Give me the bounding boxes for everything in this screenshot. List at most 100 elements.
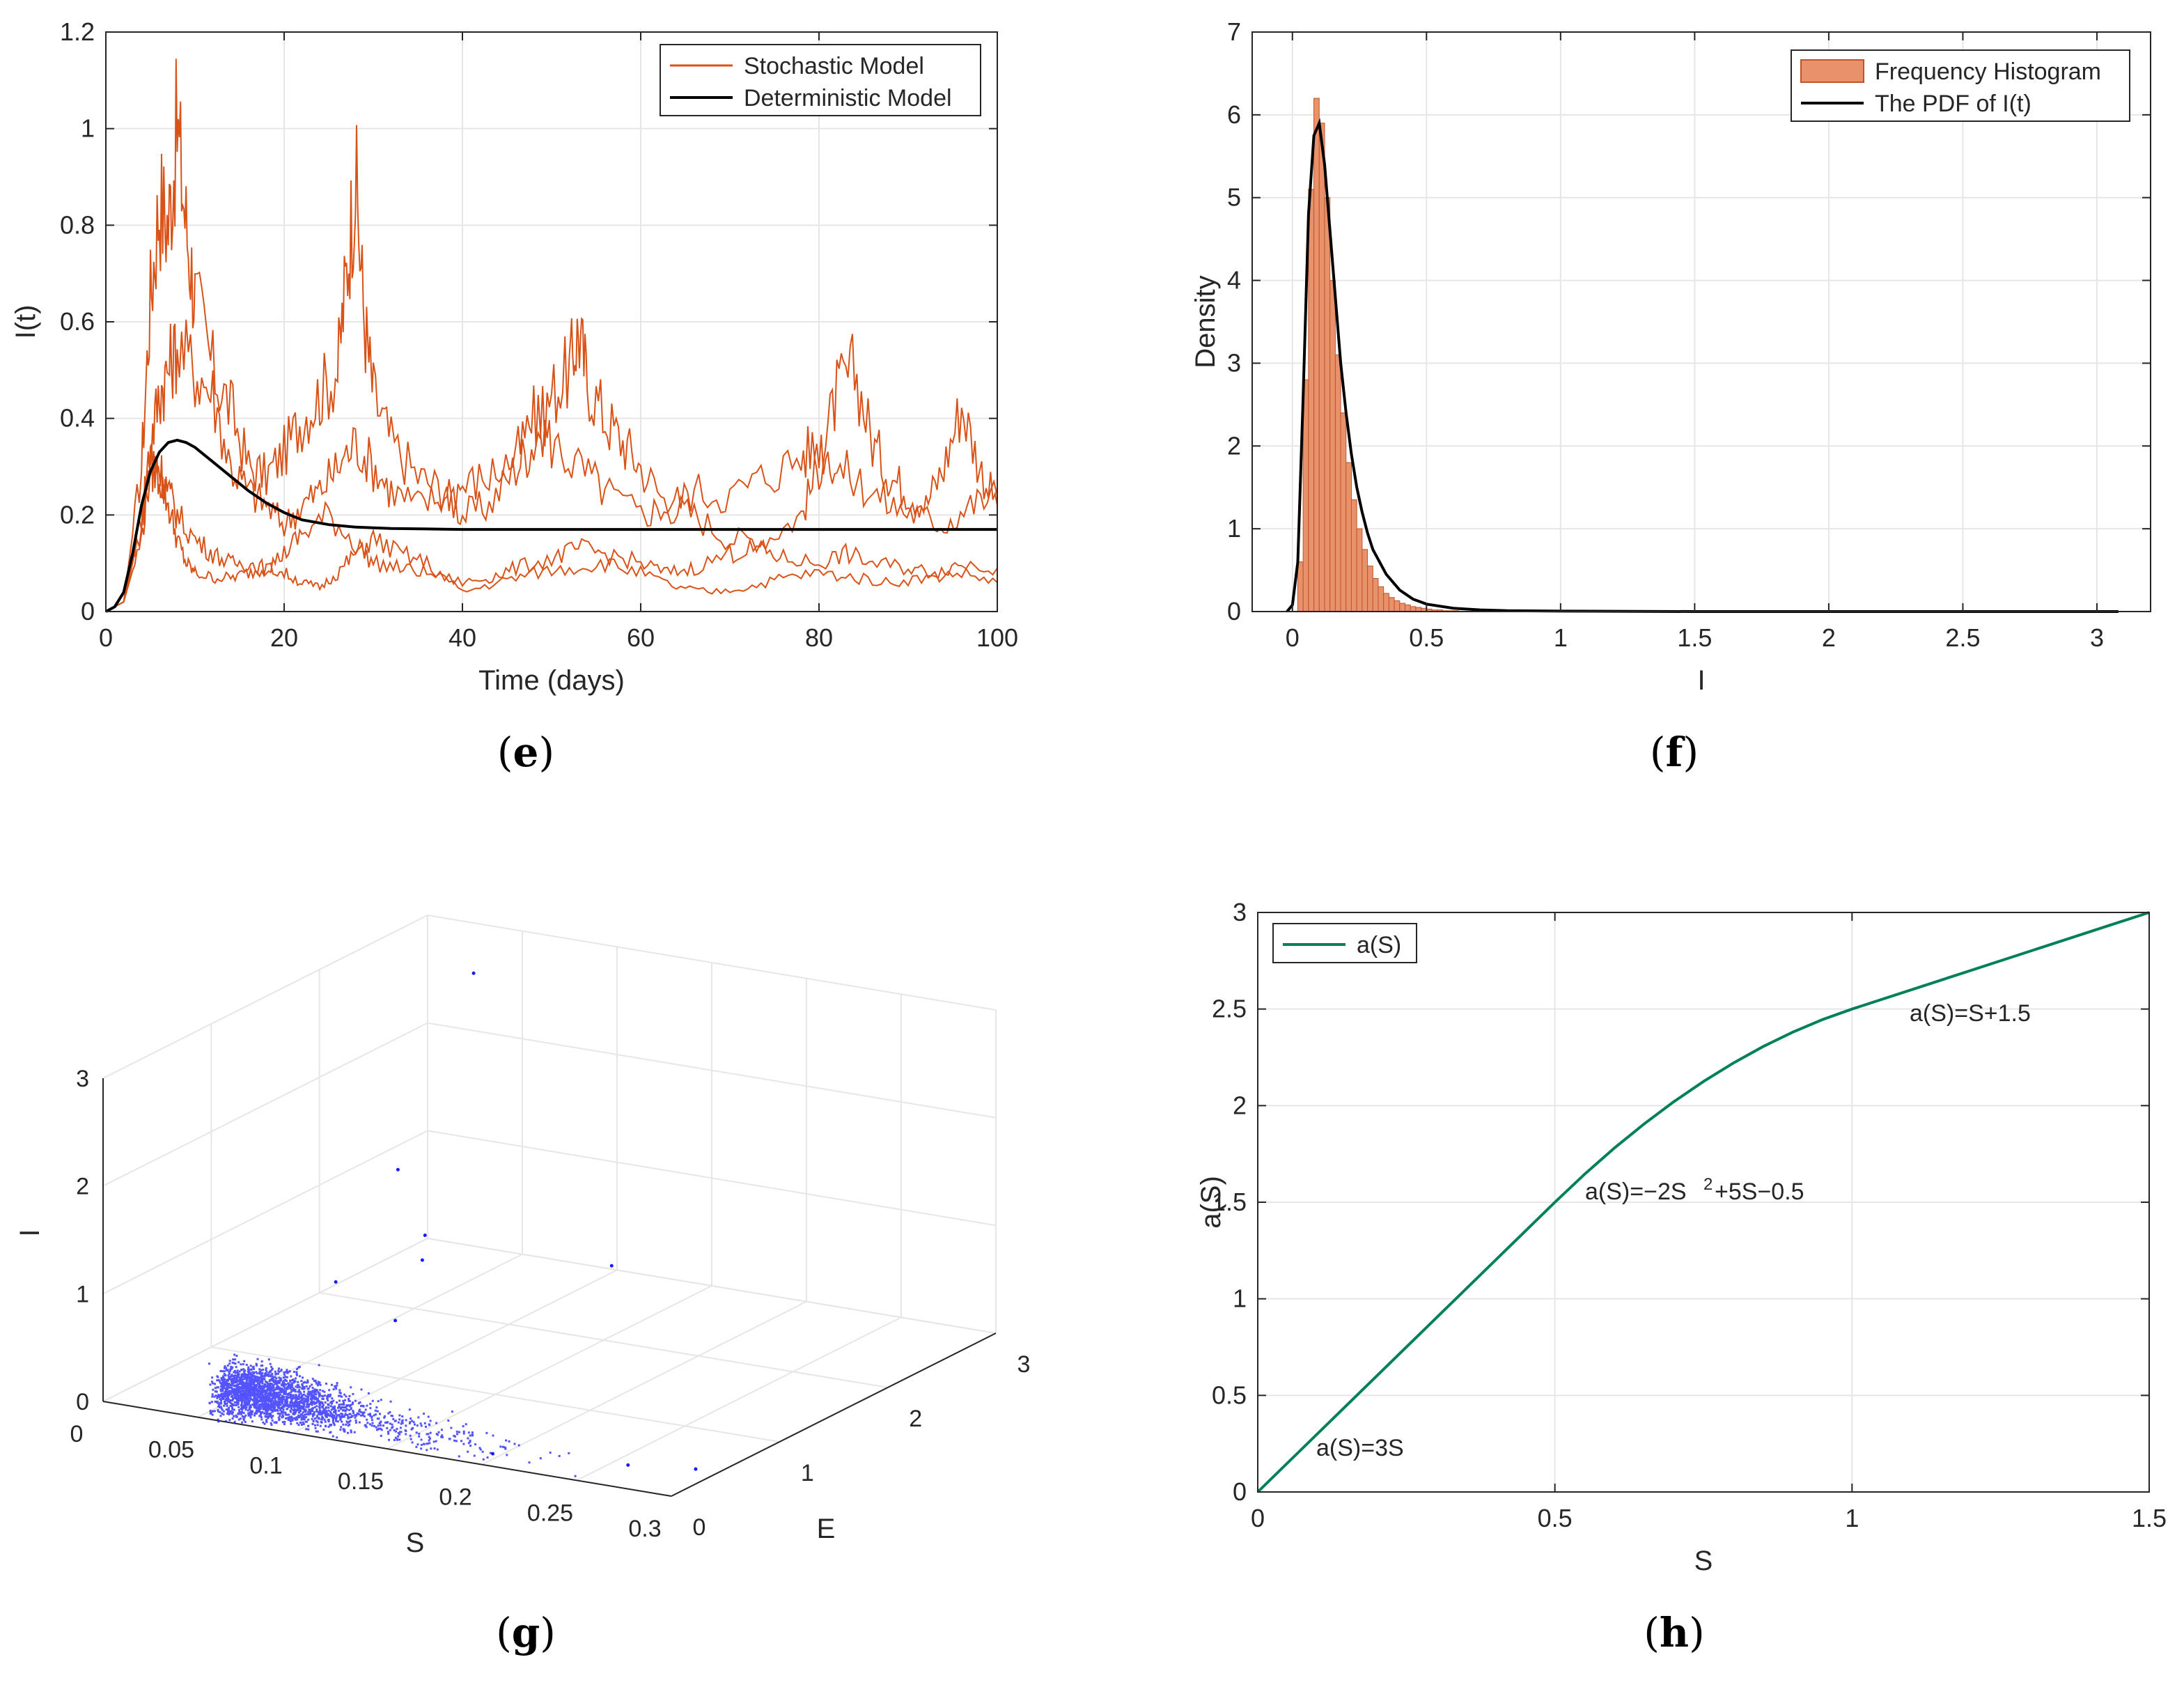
panel-f-ytick-label: 7 bbox=[1227, 17, 1241, 46]
panel-g-e-tick-label: 2 bbox=[909, 1406, 922, 1432]
panel-f-plot-area bbox=[1252, 32, 2151, 612]
panel-f-xtick-label: 0.5 bbox=[1409, 623, 1444, 652]
panel-f-xlabel: I bbox=[1697, 665, 1705, 696]
panel-f-frame bbox=[1251, 31, 2151, 612]
panel-g-i-tick-label: 2 bbox=[76, 1174, 89, 1200]
panel-g-scatter-outlier bbox=[694, 1467, 698, 1471]
panel-g-scatter-outlier bbox=[420, 1258, 424, 1262]
panel-g-grid bbox=[102, 1238, 428, 1402]
panel-e-xtick-label: 80 bbox=[805, 623, 833, 652]
panel-g-grid bbox=[481, 1300, 807, 1466]
panel-f-histogram-bar bbox=[1313, 98, 1320, 612]
panel-f-ytick-label: 2 bbox=[1227, 431, 1241, 460]
panel-h-xtick-label: 0 bbox=[1251, 1504, 1265, 1532]
panel-h-a-curve bbox=[1256, 911, 2150, 1493]
panel-e-stochastic-line bbox=[105, 59, 998, 612]
panel-f-histogram-bar bbox=[1410, 606, 1417, 612]
panel-f-ytick-label: 0 bbox=[1227, 597, 1241, 625]
panel-f-ytick-label: 5 bbox=[1227, 183, 1241, 212]
panel-e-ytick-label: 0.6 bbox=[60, 307, 95, 336]
panel-g-scatter-outlier bbox=[423, 1233, 427, 1237]
panel-f-legend-label: The PDF of I(t) bbox=[1875, 91, 2031, 117]
panel-e-xtick-label: 20 bbox=[270, 623, 298, 652]
panel-g-scatter-outlier bbox=[491, 1452, 495, 1456]
panel-h-xlabel: S bbox=[1694, 1546, 1713, 1576]
panel-e-stochastic-line bbox=[105, 444, 998, 612]
panel-g-grid bbox=[102, 1022, 428, 1187]
panel-f-histogram-bar bbox=[1334, 355, 1341, 612]
panel-h-ytick-label: 2 bbox=[1233, 1091, 1247, 1119]
panel-g-grid bbox=[427, 1238, 997, 1334]
caption-g: (g) bbox=[496, 1609, 556, 1656]
panel-g-s-tick-label: 0.1 bbox=[249, 1452, 282, 1479]
panel-g-scatter-outlier bbox=[334, 1280, 338, 1284]
panel-e-ytick-label: 0.4 bbox=[60, 404, 95, 433]
panel-g-axis-e bbox=[671, 1332, 997, 1497]
panel-h-axes: 0 0.5 1 1.5 0 0.5 1 1.5 2 2.5 3 a(S) a(S)=3S a(S)=−2S… bbox=[1212, 898, 2167, 1532]
panel-f-xtick-label: 1 bbox=[1554, 623, 1568, 652]
panel-h-ytick-label: 0 bbox=[1233, 1477, 1247, 1506]
panel-h-annotation-upper: a(S)=S+1.5 bbox=[1910, 1000, 2031, 1027]
panel-f-xtick-label: 1.5 bbox=[1677, 623, 1712, 652]
panel-g-i-tick-label: 0 bbox=[76, 1389, 89, 1415]
panel-g-grid bbox=[319, 1292, 888, 1388]
panel-e-xtick-label: 0 bbox=[99, 623, 113, 652]
panel-f-ytick-label: 6 bbox=[1227, 100, 1241, 129]
panel-h-annotation-quadratic: a(S)=−2S bbox=[1585, 1179, 1687, 1205]
panel-g-s-tick-label: 0.2 bbox=[439, 1484, 471, 1511]
panel-e-stochastic-line bbox=[105, 319, 998, 612]
panel-g-grid bbox=[576, 1316, 902, 1482]
panel-g-ylabel: I bbox=[15, 1229, 45, 1236]
panel-g-scatter-points bbox=[208, 1353, 577, 1477]
caption-e: (e) bbox=[497, 729, 555, 776]
panel-f-histogram-bar bbox=[1297, 561, 1304, 612]
panel-f-xtick-label: 0 bbox=[1286, 623, 1300, 652]
panel-f-ytick-label: 4 bbox=[1227, 266, 1241, 295]
panel-f-xtick-label: 2 bbox=[1822, 623, 1836, 652]
panel-g-e-tick-label: 0 bbox=[693, 1514, 706, 1541]
panel-h-legend-label: a(S) bbox=[1357, 932, 1401, 958]
panel-f-axes: 0 0.5 1 1.5 2 2.5 3 0 1 2 3 4 5 6 7 Frequency Histogram… bbox=[1227, 17, 2151, 652]
panel-g-grid bbox=[211, 1346, 780, 1443]
panel-f-histogram-bar bbox=[1388, 597, 1395, 612]
panel-g-grid bbox=[102, 915, 428, 1079]
panel-f-xtick-label: 3 bbox=[2090, 623, 2104, 652]
panel-f-histogram-bar bbox=[1350, 499, 1357, 612]
panel-g-s-tick-label: 0.15 bbox=[338, 1468, 384, 1495]
panel-g-i-tick-label: 1 bbox=[76, 1281, 89, 1307]
panel-e-ylabel: I(t) bbox=[10, 305, 41, 339]
panel-e-legend-label: Deterministic Model bbox=[744, 85, 952, 111]
panel-f-histogram-bar bbox=[1318, 123, 1325, 612]
panel-h-annotation-quadratic-exp: 2 bbox=[1703, 1175, 1713, 1194]
panel-e-xtick-label: 60 bbox=[627, 623, 655, 652]
panel-f-ytick-label: 1 bbox=[1227, 514, 1241, 543]
panel-f-histogram-bar bbox=[1308, 189, 1315, 612]
panel-e-xlabel: Time (days) bbox=[478, 665, 625, 696]
panel-f-histogram-bar bbox=[1399, 602, 1405, 612]
panel-g-xlabel: S bbox=[406, 1527, 425, 1558]
panel-g-axis-s bbox=[102, 1401, 672, 1497]
panel-e-deterministic-line bbox=[105, 438, 997, 613]
panel-e-ytick-label: 0.8 bbox=[60, 210, 95, 239]
panel-g-grid bbox=[102, 1130, 428, 1295]
panel-h-ytick-label: 1 bbox=[1233, 1284, 1247, 1313]
panel-f-histogram-bar bbox=[1329, 280, 1336, 612]
panel-g-e-tick-label: 1 bbox=[801, 1460, 814, 1486]
panel-f-histogram-bar bbox=[1378, 586, 1384, 612]
panel-f-histogram-bar bbox=[1372, 577, 1379, 612]
panel-e-ytick-label: 1.2 bbox=[60, 17, 95, 46]
panel-e-xtick-label: 40 bbox=[448, 623, 476, 652]
panel-f-ytick-label: 3 bbox=[1227, 348, 1241, 377]
panel-f-histogram-bar bbox=[1404, 604, 1411, 612]
panel-f-histogram-bar bbox=[1367, 566, 1373, 612]
panel-h-ytick-label: 2.5 bbox=[1212, 995, 1247, 1023]
panel-g-s-tick-label: 0.25 bbox=[527, 1500, 573, 1526]
panel-e-ytick-label: 0.2 bbox=[60, 500, 95, 529]
panel-h-ylabel: a(S) bbox=[1196, 1176, 1226, 1229]
caption-f: (f) bbox=[1649, 729, 1699, 776]
panel-g-scatter bbox=[208, 971, 698, 1477]
panel-e-xtick-label: 100 bbox=[976, 623, 1018, 652]
panel-h-xtick-label: 1.5 bbox=[2132, 1504, 2167, 1532]
panel-f-histogram-bar bbox=[1340, 412, 1347, 612]
